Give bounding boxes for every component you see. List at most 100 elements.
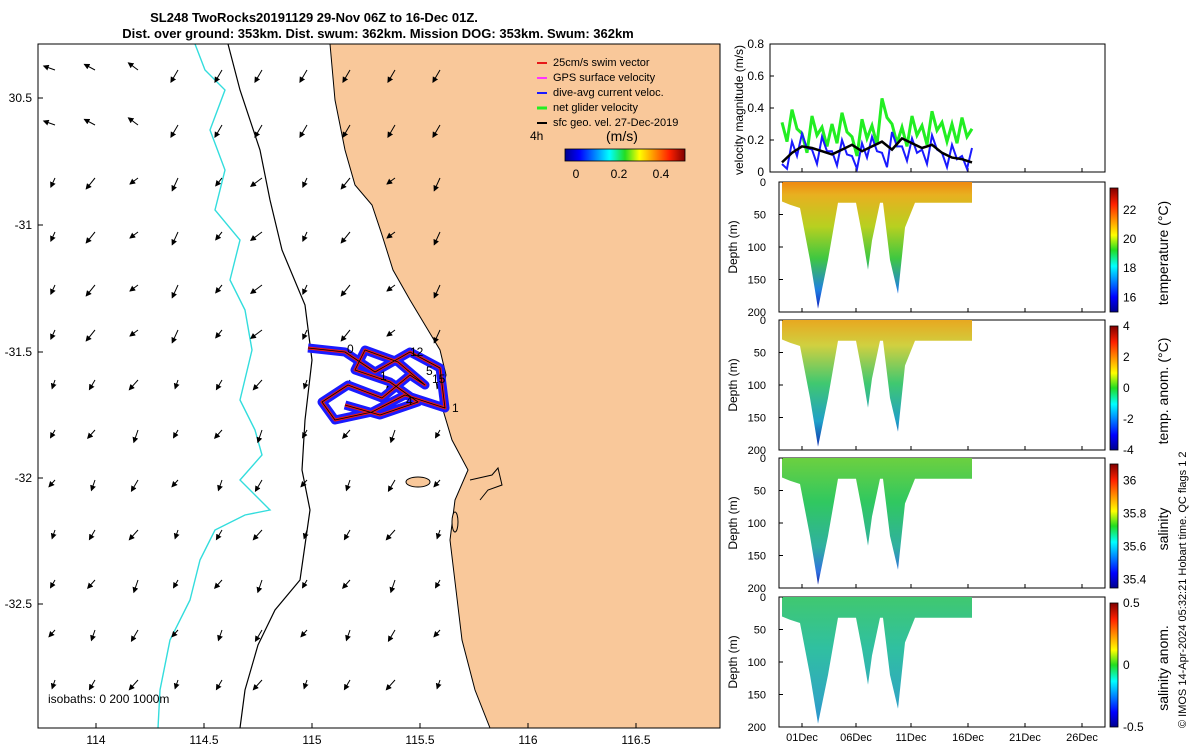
- section-ytick-label: 100: [748, 518, 766, 530]
- map-xtick-label: 114.5: [189, 733, 218, 747]
- section-ytick-label: 200: [748, 583, 766, 595]
- geo-velocity-arrow: [90, 479, 96, 492]
- geo-velocity-arrow: [130, 629, 139, 643]
- geo-velocity-arrow: [50, 579, 56, 589]
- geo-velocity-arrow: [433, 329, 441, 344]
- map-xtick-label: 116: [518, 733, 537, 747]
- geo-velocity-arrow: [433, 231, 441, 246]
- legend-label: 25cm/s swim vector: [553, 57, 650, 69]
- map-colorbar-tick: 0: [573, 167, 580, 181]
- map-legend: 25cm/s swim vector GPS surface velocity …: [530, 57, 686, 181]
- geo-velocity-arrow: [215, 329, 223, 339]
- section-ytick-label: 150: [748, 413, 766, 425]
- geo-velocity-arrow: [132, 579, 139, 594]
- time-tick-label: 06Dec: [840, 732, 872, 744]
- map-speed-colorbar: [564, 148, 686, 162]
- rottnest-island: [405, 476, 431, 488]
- section-panel-4: 0 50 100 150 200 Depth (m) 0.5 0 -0.5 salinity an…: [726, 592, 1171, 734]
- geo-velocity-arrow: [88, 529, 96, 541]
- time-axis: 01Dec 06Dec 11Dec 16Dec 21Dec 26Dec: [786, 732, 1098, 744]
- geo-velocity-arrow: [50, 429, 56, 439]
- map-ytick-label: -32.5: [5, 597, 33, 611]
- geo-velocity-arrow: [173, 679, 180, 690]
- map-x-axis: 114 114.5 115 115.5 116 116.5: [86, 723, 651, 747]
- vel-ylabel: velocity magnitude (m/s): [732, 45, 746, 175]
- geo-velocity-arrow: [214, 124, 223, 138]
- section-colorbar: [1109, 602, 1119, 728]
- sfc-geo-velocity-arrows: [42, 62, 442, 691]
- geo-velocity-arrow: [433, 177, 441, 192]
- geo-velocity-arrow: [343, 529, 351, 541]
- geo-velocity-arrow: [435, 429, 441, 439]
- geo-velocity-arrow: [387, 629, 396, 643]
- geo-velocity-arrow: [342, 579, 351, 589]
- geo-velocity-arrow: [302, 177, 308, 189]
- geo-velocity-arrow: [48, 479, 56, 488]
- geo-velocity-arrow: [340, 177, 351, 190]
- geo-velocity-arrow: [173, 379, 180, 390]
- legend-label: sfc geo. vel. 27-Dec-2019: [553, 117, 678, 129]
- geo-velocity-arrow: [302, 284, 308, 296]
- geo-velocity-arrow: [128, 679, 139, 691]
- section-ytick-label: 100: [748, 242, 766, 254]
- section-ytick-label: 150: [748, 551, 766, 563]
- velocity-panel: 0 0.2 0.4 0.6 0.8 velocity magnitude (m/…: [732, 37, 1106, 179]
- series-sfc-geo-velocity: [781, 136, 973, 164]
- vel-ytick-label: 0: [757, 165, 764, 179]
- geo-velocity-arrow: [254, 629, 263, 643]
- geo-velocity-arrow: [386, 177, 396, 185]
- geo-velocity-arrow: [385, 529, 396, 541]
- geo-velocity-arrow: [50, 679, 57, 690]
- geo-velocity-arrow: [42, 64, 56, 71]
- geo-velocity-arrow: [217, 479, 223, 492]
- section-ytick-label: 0: [760, 592, 766, 604]
- section-ytick-label: 200: [748, 722, 766, 734]
- track-label-4: 4: [406, 394, 413, 408]
- time-tick-label: 16Dec: [952, 732, 984, 744]
- geo-velocity-arrow: [254, 124, 263, 138]
- geo-velocity-arrow: [50, 231, 56, 243]
- section-ytick-label: 50: [754, 625, 766, 637]
- geo-velocity-arrow: [83, 63, 96, 71]
- geo-velocity-arrow: [50, 284, 56, 296]
- track-label-5: 5: [426, 364, 433, 378]
- section-ylabel: Depth (m): [726, 635, 740, 688]
- land-area: [330, 44, 720, 728]
- geo-velocity-arrow: [217, 629, 223, 642]
- geo-velocity-arrow: [215, 231, 223, 241]
- isobath-200m: [227, 44, 313, 728]
- section-field: [782, 320, 972, 447]
- track-label-12: 12: [410, 345, 424, 359]
- geo-velocity-arrow: [433, 629, 441, 638]
- geo-velocity-arrow: [250, 177, 263, 187]
- geo-velocity-arrow: [389, 579, 396, 594]
- geo-velocity-arrow: [302, 329, 308, 341]
- geo-velocity-arrow: [432, 124, 441, 138]
- colorbar-label: salinity: [1155, 508, 1171, 551]
- colorbar-tick-label: 16: [1123, 290, 1137, 304]
- geo-velocity-arrow: [127, 62, 139, 71]
- geo-velocity-arrow: [343, 679, 351, 691]
- colorbar-tick-label: 2: [1123, 350, 1130, 364]
- geo-velocity-arrow: [88, 679, 96, 691]
- geo-velocity-arrow: [214, 429, 223, 439]
- geo-velocity-arrow: [299, 124, 308, 138]
- geo-velocity-arrow: [129, 177, 139, 185]
- legend-label: dive-avg current veloc.: [553, 87, 664, 99]
- geo-velocity-arrow: [171, 479, 179, 488]
- geo-velocity-arrow: [302, 379, 309, 390]
- swan-river: [469, 466, 503, 501]
- map-ytick-label: -31: [15, 218, 33, 232]
- legend-note-4h: 4h: [530, 129, 543, 143]
- geo-velocity-arrow: [171, 629, 179, 638]
- legend-label: net glider velocity: [553, 102, 638, 114]
- colorbar-tick-label: 18: [1123, 261, 1137, 275]
- section-ytick-label: 0: [760, 177, 766, 189]
- geo-velocity-arrow: [435, 529, 442, 540]
- map-xtick-label: 116.5: [621, 733, 650, 747]
- colorbar-tick-label: 4: [1123, 319, 1130, 333]
- geo-velocity-arrow: [340, 284, 351, 297]
- track-label-1a: 1: [380, 369, 387, 383]
- section-field: [782, 182, 972, 309]
- geo-velocity-arrow: [171, 177, 179, 192]
